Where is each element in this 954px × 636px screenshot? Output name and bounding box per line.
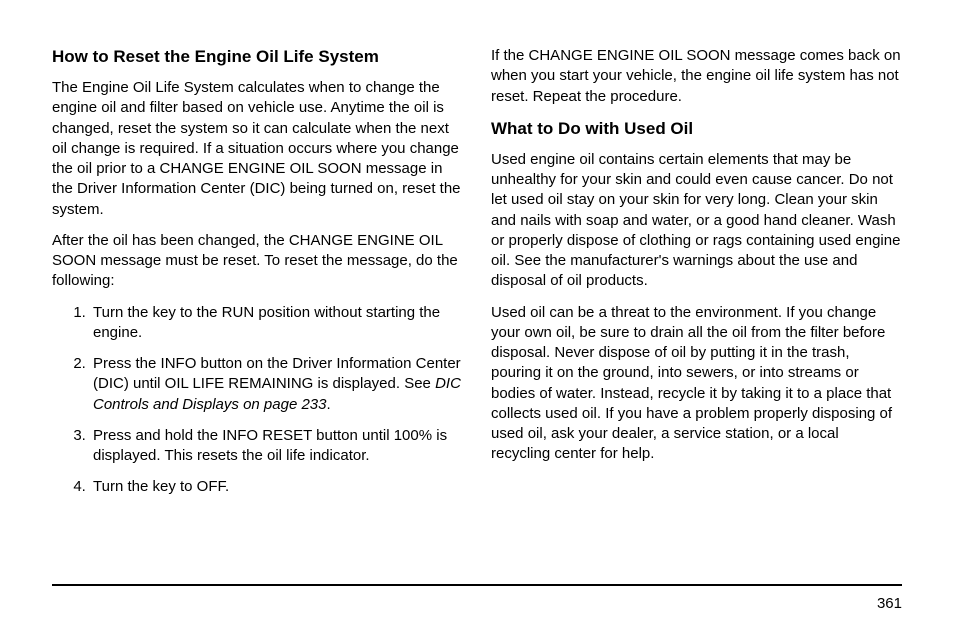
footer-rule <box>52 584 902 586</box>
para-reset-intro: After the oil has been changed, the CHAN… <box>52 231 463 292</box>
para-used-oil-safety: Used engine oil contains certain element… <box>491 150 902 292</box>
step-2-text-c: . <box>326 396 330 413</box>
step-2-text-a: Press the INFO button on the Driver Info… <box>93 355 461 392</box>
step-3: Press and hold the INFO RESET button unt… <box>90 426 463 467</box>
para-repeat-procedure: If the CHANGE ENGINE OIL SOON message co… <box>491 46 902 107</box>
page-number: 361 <box>877 595 902 612</box>
left-column: How to Reset the Engine Oil Life System … <box>52 46 463 509</box>
para-used-oil-environment: Used oil can be a threat to the environm… <box>491 303 902 465</box>
para-oil-life-intro: The Engine Oil Life System calculates wh… <box>52 78 463 220</box>
step-4: Turn the key to OFF. <box>90 477 463 497</box>
heading-reset-oil-life: How to Reset the Engine Oil Life System <box>52 46 463 68</box>
page-content: How to Reset the Engine Oil Life System … <box>0 0 954 549</box>
heading-used-oil: What to Do with Used Oil <box>491 118 902 140</box>
right-column: If the CHANGE ENGINE OIL SOON message co… <box>491 46 902 509</box>
reset-steps-list: Turn the key to the RUN position without… <box>52 303 463 498</box>
step-2: Press the INFO button on the Driver Info… <box>90 354 463 415</box>
step-1: Turn the key to the RUN position without… <box>90 303 463 344</box>
